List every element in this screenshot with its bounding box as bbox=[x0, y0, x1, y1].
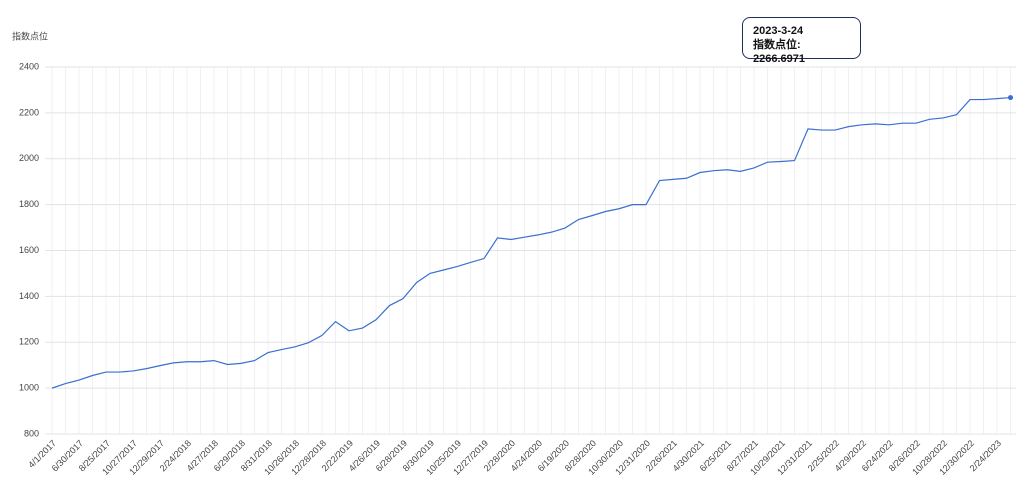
y-tick-label: 2000 bbox=[19, 153, 39, 163]
y-axis-label: 指数点位 bbox=[12, 30, 48, 41]
y-tick-label: 2400 bbox=[19, 61, 39, 71]
y-tick-label: 1200 bbox=[19, 337, 39, 347]
y-tick-label: 1600 bbox=[19, 245, 39, 255]
line bbox=[51, 96, 1011, 389]
tooltip-date: 2023-3-24 bbox=[753, 25, 804, 37]
y-tick-label: 1000 bbox=[19, 383, 39, 393]
tooltip-text: 指数点位: 2266.6971 bbox=[753, 39, 805, 65]
y-tick-label: 1800 bbox=[19, 199, 39, 209]
y-tick-label: 800 bbox=[24, 428, 39, 438]
point bbox=[1008, 95, 1013, 101]
tooltip: 2023-3-24 指数点位: 2266.6971 bbox=[742, 17, 861, 65]
y-tick-label: 1400 bbox=[19, 291, 39, 301]
y-tick-label: 2200 bbox=[19, 107, 39, 117]
